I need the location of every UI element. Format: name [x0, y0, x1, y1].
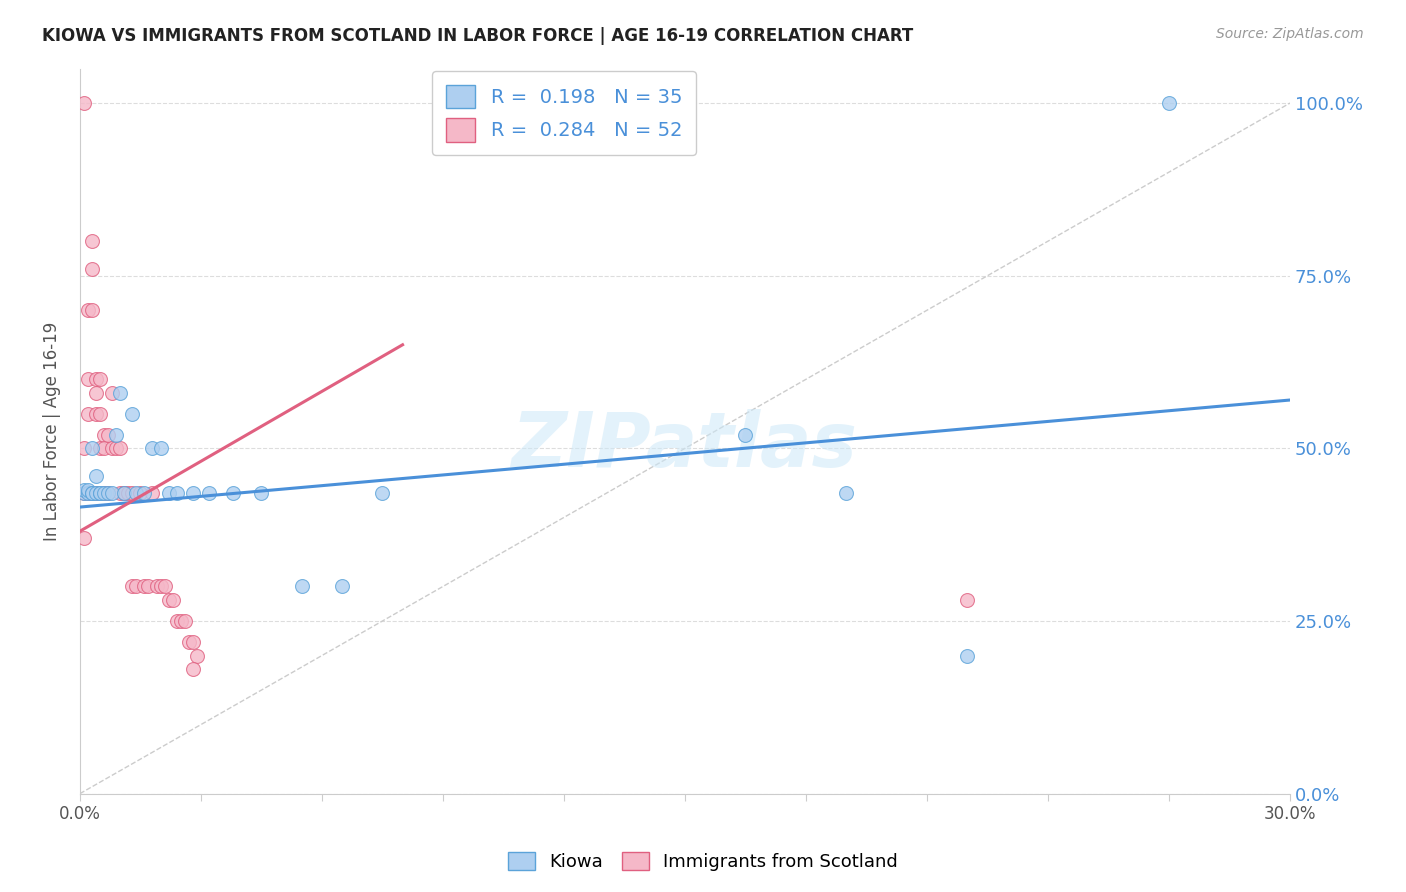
Point [371, 486, 394, 500]
Point [162, 593, 184, 607]
Point [89, 372, 111, 386]
Point [73, 96, 96, 111]
Point [129, 486, 152, 500]
Point [125, 579, 148, 593]
Point [181, 662, 204, 676]
Point [77, 486, 100, 500]
Point [93, 427, 115, 442]
Point [73, 486, 96, 500]
Text: ZIPatlas: ZIPatlas [512, 409, 858, 483]
Point [84, 386, 107, 401]
Point [112, 486, 135, 500]
Point [101, 386, 124, 401]
Point [112, 486, 135, 500]
Point [89, 486, 111, 500]
Point [73, 442, 96, 456]
Point [153, 579, 176, 593]
Point [80, 486, 103, 500]
Point [149, 579, 172, 593]
Point [145, 579, 167, 593]
Text: KIOWA VS IMMIGRANTS FROM SCOTLAND IN LABOR FORCE | AGE 16-19 CORRELATION CHART: KIOWA VS IMMIGRANTS FROM SCOTLAND IN LAB… [42, 27, 914, 45]
Point [121, 486, 143, 500]
Point [101, 442, 124, 456]
Point [181, 486, 204, 500]
Point [105, 427, 128, 442]
Point [84, 407, 107, 421]
Point [97, 427, 120, 442]
Y-axis label: In Labor Force | Age 16-19: In Labor Force | Age 16-19 [44, 321, 60, 541]
Point [108, 442, 131, 456]
Point [149, 442, 172, 456]
Point [77, 407, 100, 421]
Point [84, 486, 107, 500]
Point [166, 614, 188, 628]
Point [77, 372, 100, 386]
Point [97, 486, 120, 500]
Point [186, 648, 208, 663]
Point [80, 261, 103, 276]
Point [77, 483, 100, 497]
Point [80, 234, 103, 248]
Point [157, 593, 180, 607]
Point [125, 486, 148, 500]
Point [157, 486, 180, 500]
Point [117, 486, 139, 500]
Point [108, 486, 131, 500]
Legend: Kiowa, Immigrants from Scotland: Kiowa, Immigrants from Scotland [501, 845, 905, 879]
Point [956, 593, 979, 607]
Point [112, 486, 135, 500]
Point [170, 614, 193, 628]
Point [80, 486, 103, 500]
Point [73, 531, 96, 545]
Text: Source: ZipAtlas.com: Source: ZipAtlas.com [1216, 27, 1364, 41]
Point [93, 486, 115, 500]
Point [198, 486, 221, 500]
Point [77, 486, 100, 500]
Point [80, 303, 103, 318]
Point [105, 442, 128, 456]
Point [97, 486, 120, 500]
Point [108, 386, 131, 401]
Point [121, 579, 143, 593]
Point [80, 486, 103, 500]
Point [138, 579, 160, 593]
Point [89, 486, 111, 500]
Point [181, 634, 204, 648]
Point [734, 427, 756, 442]
Point [73, 486, 96, 500]
Point [166, 486, 188, 500]
Point [89, 407, 111, 421]
Point [93, 442, 115, 456]
Point [93, 486, 115, 500]
Point [101, 486, 124, 500]
Point [956, 648, 979, 663]
Point [330, 579, 353, 593]
Point [177, 634, 200, 648]
Point [250, 486, 273, 500]
Point [84, 469, 107, 483]
Point [121, 407, 143, 421]
Point [77, 303, 100, 318]
Point [73, 483, 96, 497]
Point [80, 442, 103, 456]
Point [84, 372, 107, 386]
Point [291, 579, 314, 593]
Point [835, 486, 858, 500]
Point [134, 486, 156, 500]
Point [222, 486, 245, 500]
Point [89, 442, 111, 456]
Point [173, 614, 195, 628]
Legend: R =  0.198   N = 35, R =  0.284   N = 52: R = 0.198 N = 35, R = 0.284 N = 52 [432, 71, 696, 155]
Point [141, 486, 163, 500]
Point [134, 579, 156, 593]
Point [141, 442, 163, 456]
Point [84, 486, 107, 500]
Point [1157, 96, 1180, 111]
